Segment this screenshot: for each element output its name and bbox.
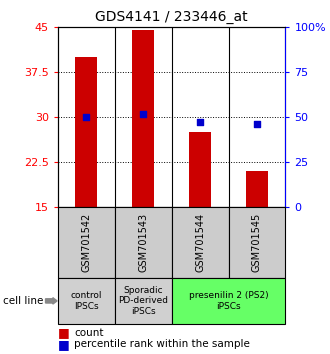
Point [254, 121, 260, 127]
Title: GDS4141 / 233446_at: GDS4141 / 233446_at [95, 10, 248, 24]
Text: GSM701545: GSM701545 [252, 213, 262, 272]
Text: count: count [74, 328, 104, 338]
Point [83, 114, 89, 120]
Bar [132, 29, 154, 207]
Point [197, 119, 203, 125]
Text: GSM701544: GSM701544 [195, 213, 205, 272]
Text: Sporadic
PD-derived
iPSCs: Sporadic PD-derived iPSCs [118, 286, 168, 316]
Text: percentile rank within the sample: percentile rank within the sample [74, 339, 250, 349]
Text: GSM701543: GSM701543 [138, 213, 148, 272]
Bar [189, 132, 211, 207]
Bar [75, 57, 97, 207]
Text: cell line: cell line [3, 296, 44, 306]
Bar [246, 171, 268, 207]
Point [141, 111, 146, 117]
Text: control
IPSCs: control IPSCs [71, 291, 102, 310]
Text: ■: ■ [58, 326, 70, 339]
Text: GSM701542: GSM701542 [81, 213, 91, 272]
Text: presenilin 2 (PS2)
iPSCs: presenilin 2 (PS2) iPSCs [189, 291, 268, 310]
Text: ■: ■ [58, 338, 70, 350]
